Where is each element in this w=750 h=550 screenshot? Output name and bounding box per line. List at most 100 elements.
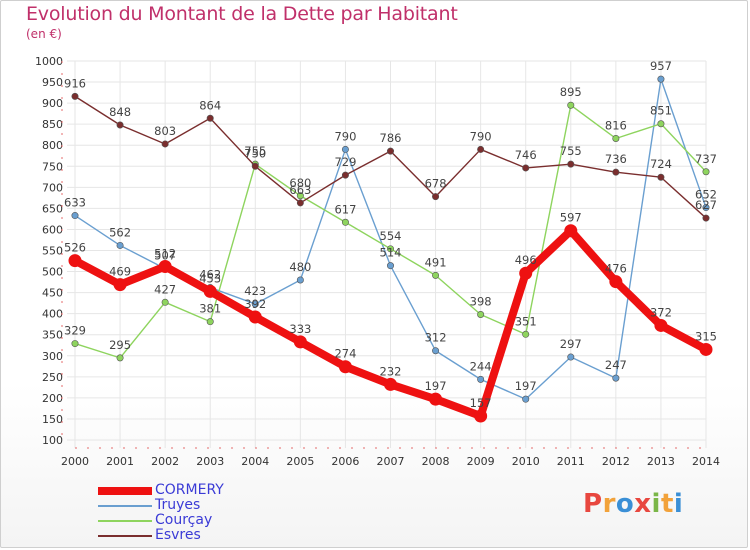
x-tick-label: 2008 <box>422 455 450 468</box>
data-label: 746 <box>515 148 537 162</box>
data-point <box>206 114 214 122</box>
x-tick-label: 2000 <box>61 455 89 468</box>
data-point <box>293 335 307 349</box>
y-tick-label: 950 <box>42 76 63 89</box>
data-label: 957 <box>650 59 672 73</box>
data-point <box>251 162 259 170</box>
data-label: 398 <box>470 295 492 309</box>
brand-letter: i <box>673 489 684 519</box>
data-point <box>296 192 304 200</box>
data-point <box>71 92 79 100</box>
brand-letter: i <box>651 489 661 519</box>
data-label: 392 <box>244 297 266 311</box>
data-point <box>612 134 620 142</box>
x-tick-label: 2013 <box>647 455 675 468</box>
data-point <box>296 276 304 284</box>
data-label: 851 <box>650 104 672 118</box>
y-tick-label: 800 <box>42 139 63 152</box>
x-tick-label: 2012 <box>602 455 630 468</box>
data-point <box>206 318 214 326</box>
legend-item: Courçay <box>98 512 298 529</box>
data-point <box>203 284 217 298</box>
data-point <box>702 204 710 212</box>
data-label: 755 <box>244 144 266 158</box>
legend-swatch <box>98 487 152 495</box>
y-tick-label: 450 <box>42 287 63 300</box>
data-label: 476 <box>605 262 627 276</box>
data-point <box>384 377 397 391</box>
brand-letter: t <box>660 489 674 519</box>
data-point <box>699 342 713 356</box>
data-label: 333 <box>289 322 311 336</box>
y-tick-label: 400 <box>42 308 63 321</box>
data-label: 597 <box>560 211 582 225</box>
data-label: 507 <box>154 249 176 263</box>
data-point <box>567 101 575 109</box>
data-point <box>71 340 79 348</box>
y-tick-label: 750 <box>42 160 63 173</box>
data-point <box>567 353 575 361</box>
data-point <box>657 75 665 83</box>
data-label: 790 <box>470 129 492 143</box>
data-point <box>429 392 443 406</box>
x-tick-label: 2004 <box>241 455 269 468</box>
y-tick-label: 650 <box>42 202 63 215</box>
data-label: 864 <box>199 98 221 112</box>
data-point <box>161 140 169 148</box>
data-point <box>116 354 124 362</box>
data-point <box>702 168 710 176</box>
data-point <box>386 147 394 155</box>
data-point <box>386 262 394 270</box>
chart-title: Evolution du Montant de la Dette par Hab… <box>26 3 458 25</box>
data-label: 244 <box>470 359 492 373</box>
legend-label: CORMERY <box>155 482 224 498</box>
legend-item: Esvres <box>98 528 298 544</box>
data-point <box>654 318 668 332</box>
y-tick-label: 850 <box>42 118 63 131</box>
data-label: 232 <box>380 364 402 378</box>
x-tick-label: 2002 <box>151 455 179 468</box>
data-label: 453 <box>199 271 221 285</box>
data-point <box>612 374 620 382</box>
data-label: 916 <box>64 76 86 90</box>
data-point <box>338 360 352 374</box>
data-point <box>386 245 394 253</box>
data-point <box>522 395 530 403</box>
y-tick-label: 300 <box>42 350 63 363</box>
data-label: 469 <box>109 265 131 279</box>
brand-letter: P <box>583 489 603 519</box>
x-tick-label: 2014 <box>692 455 720 468</box>
legend-item: Truyes <box>98 498 298 514</box>
data-point <box>432 271 440 279</box>
legend-label: Courçay <box>155 512 213 528</box>
data-point <box>702 214 710 222</box>
data-label: 274 <box>334 347 356 361</box>
data-label: 803 <box>154 124 176 138</box>
data-label: 197 <box>515 379 537 393</box>
data-point <box>248 310 262 324</box>
data-label: 554 <box>380 229 402 243</box>
data-label: 312 <box>425 331 447 345</box>
data-point <box>657 173 665 181</box>
data-label: 297 <box>560 337 582 351</box>
data-label: 627 <box>695 198 717 212</box>
data-point <box>432 193 440 201</box>
data-label: 678 <box>425 177 447 191</box>
data-point <box>522 330 530 338</box>
data-label: 562 <box>109 225 131 239</box>
data-label: 427 <box>154 282 176 296</box>
data-label: 491 <box>425 255 447 269</box>
data-label: 737 <box>695 152 717 166</box>
data-point <box>161 298 169 306</box>
data-label: 755 <box>560 144 582 158</box>
data-point <box>158 260 172 274</box>
data-label: 197 <box>425 379 447 393</box>
data-label: 329 <box>64 324 86 338</box>
legend-item: CORMERY <box>98 482 298 499</box>
data-label: 816 <box>605 118 627 132</box>
x-tick-label: 2007 <box>377 455 405 468</box>
data-point <box>477 145 485 153</box>
data-point <box>113 278 127 292</box>
data-point <box>116 241 124 249</box>
